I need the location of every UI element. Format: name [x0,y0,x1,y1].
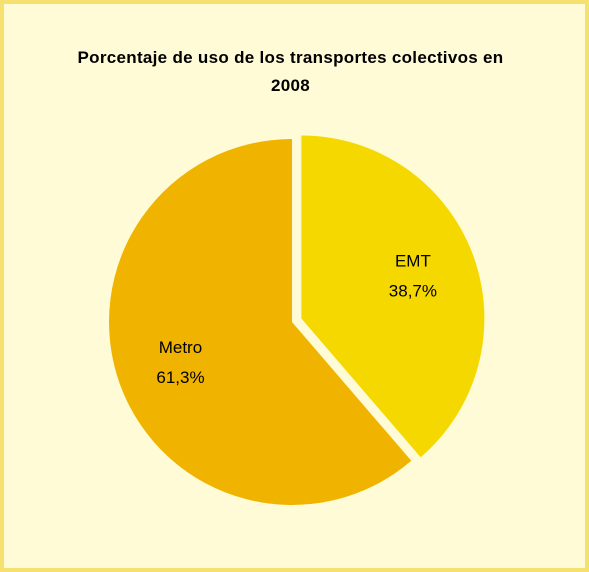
chart-title: Porcentaje de uso de los transportes col… [77,48,504,95]
slice-label: Metro [159,338,202,357]
pie-slice [109,139,412,505]
pie-slice [301,135,485,458]
slice-label: EMT [395,252,431,271]
slice-value-label: 38,7% [389,282,437,301]
slice-value-label: 61,3% [156,368,204,387]
